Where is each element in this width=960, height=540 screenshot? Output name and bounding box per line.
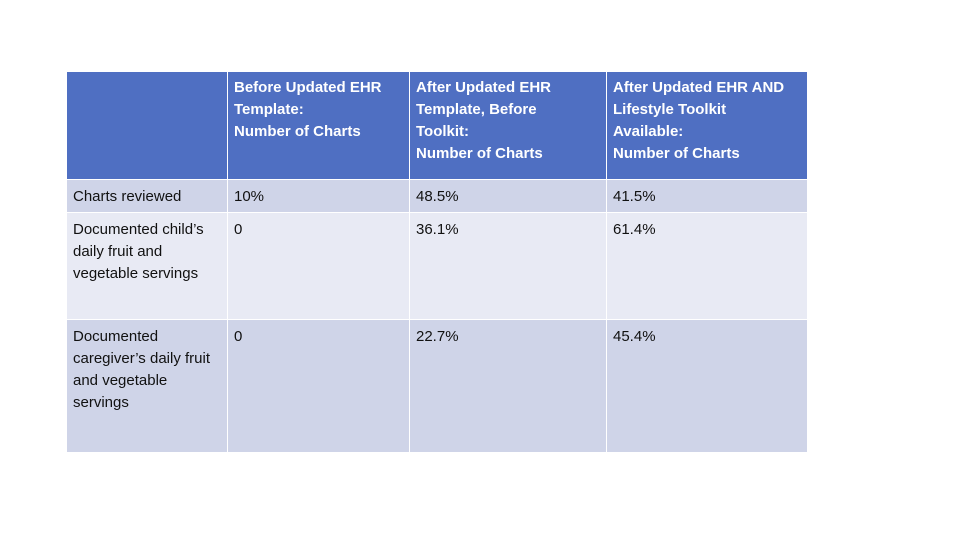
data-table: Before Updated EHR Template: Number of C…	[66, 71, 808, 453]
table-cell: 61.4%	[606, 212, 808, 320]
table-row: Documented caregiver’s daily fruit and v…	[66, 319, 808, 453]
table-cell: 10%	[227, 179, 410, 213]
row-label: Charts reviewed	[66, 179, 228, 213]
cell-value: 22.7%	[416, 328, 459, 345]
table-row: Charts reviewed 10% 48.5% 41.5%	[66, 179, 808, 213]
cell-value: 41.5%	[613, 188, 656, 205]
header-line: Lifestyle Toolkit	[613, 101, 727, 118]
cell-value: 48.5%	[416, 188, 459, 205]
header-line: After Updated EHR AND	[613, 79, 785, 96]
table-cell: 0	[227, 319, 410, 453]
table-row: Documented child’s daily fruit and veget…	[66, 212, 808, 320]
cell-value: 45.4%	[613, 328, 656, 345]
cell-value: 10%	[234, 188, 265, 205]
header-line: Toolkit:	[416, 123, 470, 140]
header-line: Template:	[234, 101, 304, 118]
row-label: Documented child’s daily fruit and veget…	[66, 212, 228, 320]
row-label-text: Documented child’s daily fruit and veget…	[73, 221, 204, 282]
cell-value: 61.4%	[613, 221, 656, 238]
cell-value: 36.1%	[416, 221, 459, 238]
table-cell: 45.4%	[606, 319, 808, 453]
cell-value: 0	[234, 328, 243, 345]
header-line: Number of Charts	[234, 123, 361, 140]
header-line: Available:	[613, 123, 684, 140]
header-cell-after-ehr-and-toolkit: After Updated EHR AND Lifestyle Toolkit …	[606, 71, 808, 180]
header-line: Before Updated EHR	[234, 79, 382, 96]
table-cell: 36.1%	[409, 212, 607, 320]
header-cell-after-ehr-before-toolkit: After Updated EHR Template, Before Toolk…	[409, 71, 607, 180]
row-label: Documented caregiver’s daily fruit and v…	[66, 319, 228, 453]
row-label-text: Charts reviewed	[73, 188, 182, 205]
header-cell-before-ehr: Before Updated EHR Template: Number of C…	[227, 71, 410, 180]
cell-value: 0	[234, 221, 243, 238]
header-line: After Updated EHR	[416, 79, 552, 96]
header-cell-empty	[66, 71, 228, 180]
table-cell: 0	[227, 212, 410, 320]
table-cell: 41.5%	[606, 179, 808, 213]
table-cell: 48.5%	[409, 179, 607, 213]
header-line: Template, Before	[416, 101, 537, 118]
header-line: Number of Charts	[613, 145, 740, 162]
table-cell: 22.7%	[409, 319, 607, 453]
header-line: Number of Charts	[416, 145, 543, 162]
row-label-text: Documented caregiver’s daily fruit and v…	[73, 328, 210, 411]
header-row: Before Updated EHR Template: Number of C…	[66, 71, 808, 180]
